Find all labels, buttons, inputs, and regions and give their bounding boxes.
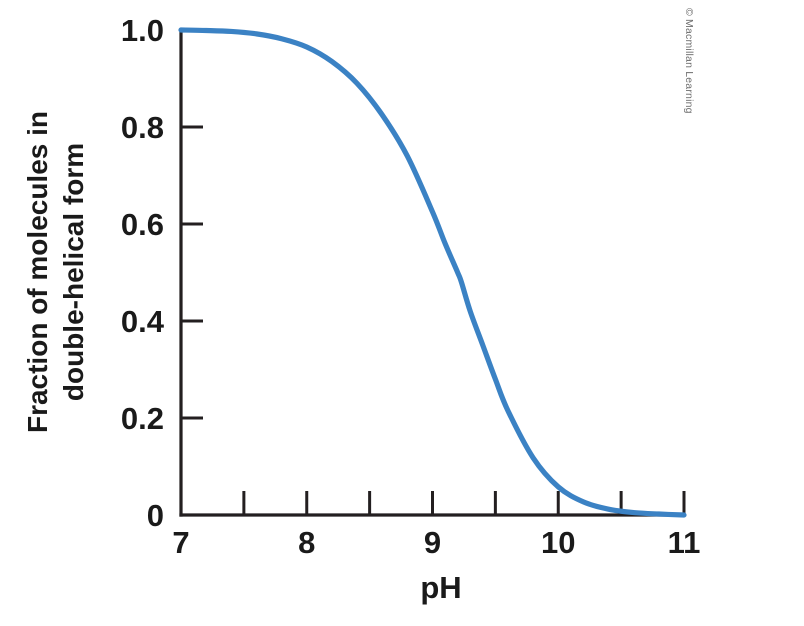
y-axis-title: Fraction of molecules in double-helical … [22,111,89,433]
x-tick-label: 10 [541,525,575,560]
x-axis-tick-labels: 7 8 9 10 11 [172,525,700,560]
y-tick-label: 0.8 [121,110,164,145]
x-tick-label: 9 [424,525,441,560]
copyright-credit: © Macmillan Learning [683,8,695,114]
y-axis-title-line-2: double-helical form [58,143,89,401]
data-series-line [178,27,687,518]
y-tick-label: 0 [147,498,164,533]
x-tick-label: 11 [668,525,701,560]
x-tick-label: 7 [172,525,189,560]
y-tick-label: 0.6 [121,207,164,242]
y-axis-title-line-1: Fraction of molecules in [22,111,53,433]
y-tick-label: 0.4 [121,304,165,339]
x-tick-label: 8 [298,525,315,560]
x-axis-title: pH [420,570,461,605]
y-tick-label: 1.0 [121,13,164,48]
y-axis-tick-marks [181,28,203,420]
y-tick-label: 0.2 [121,401,164,436]
y-axis-tick-labels: 0 0.2 0.4 0.6 0.8 1.0 [121,13,165,533]
